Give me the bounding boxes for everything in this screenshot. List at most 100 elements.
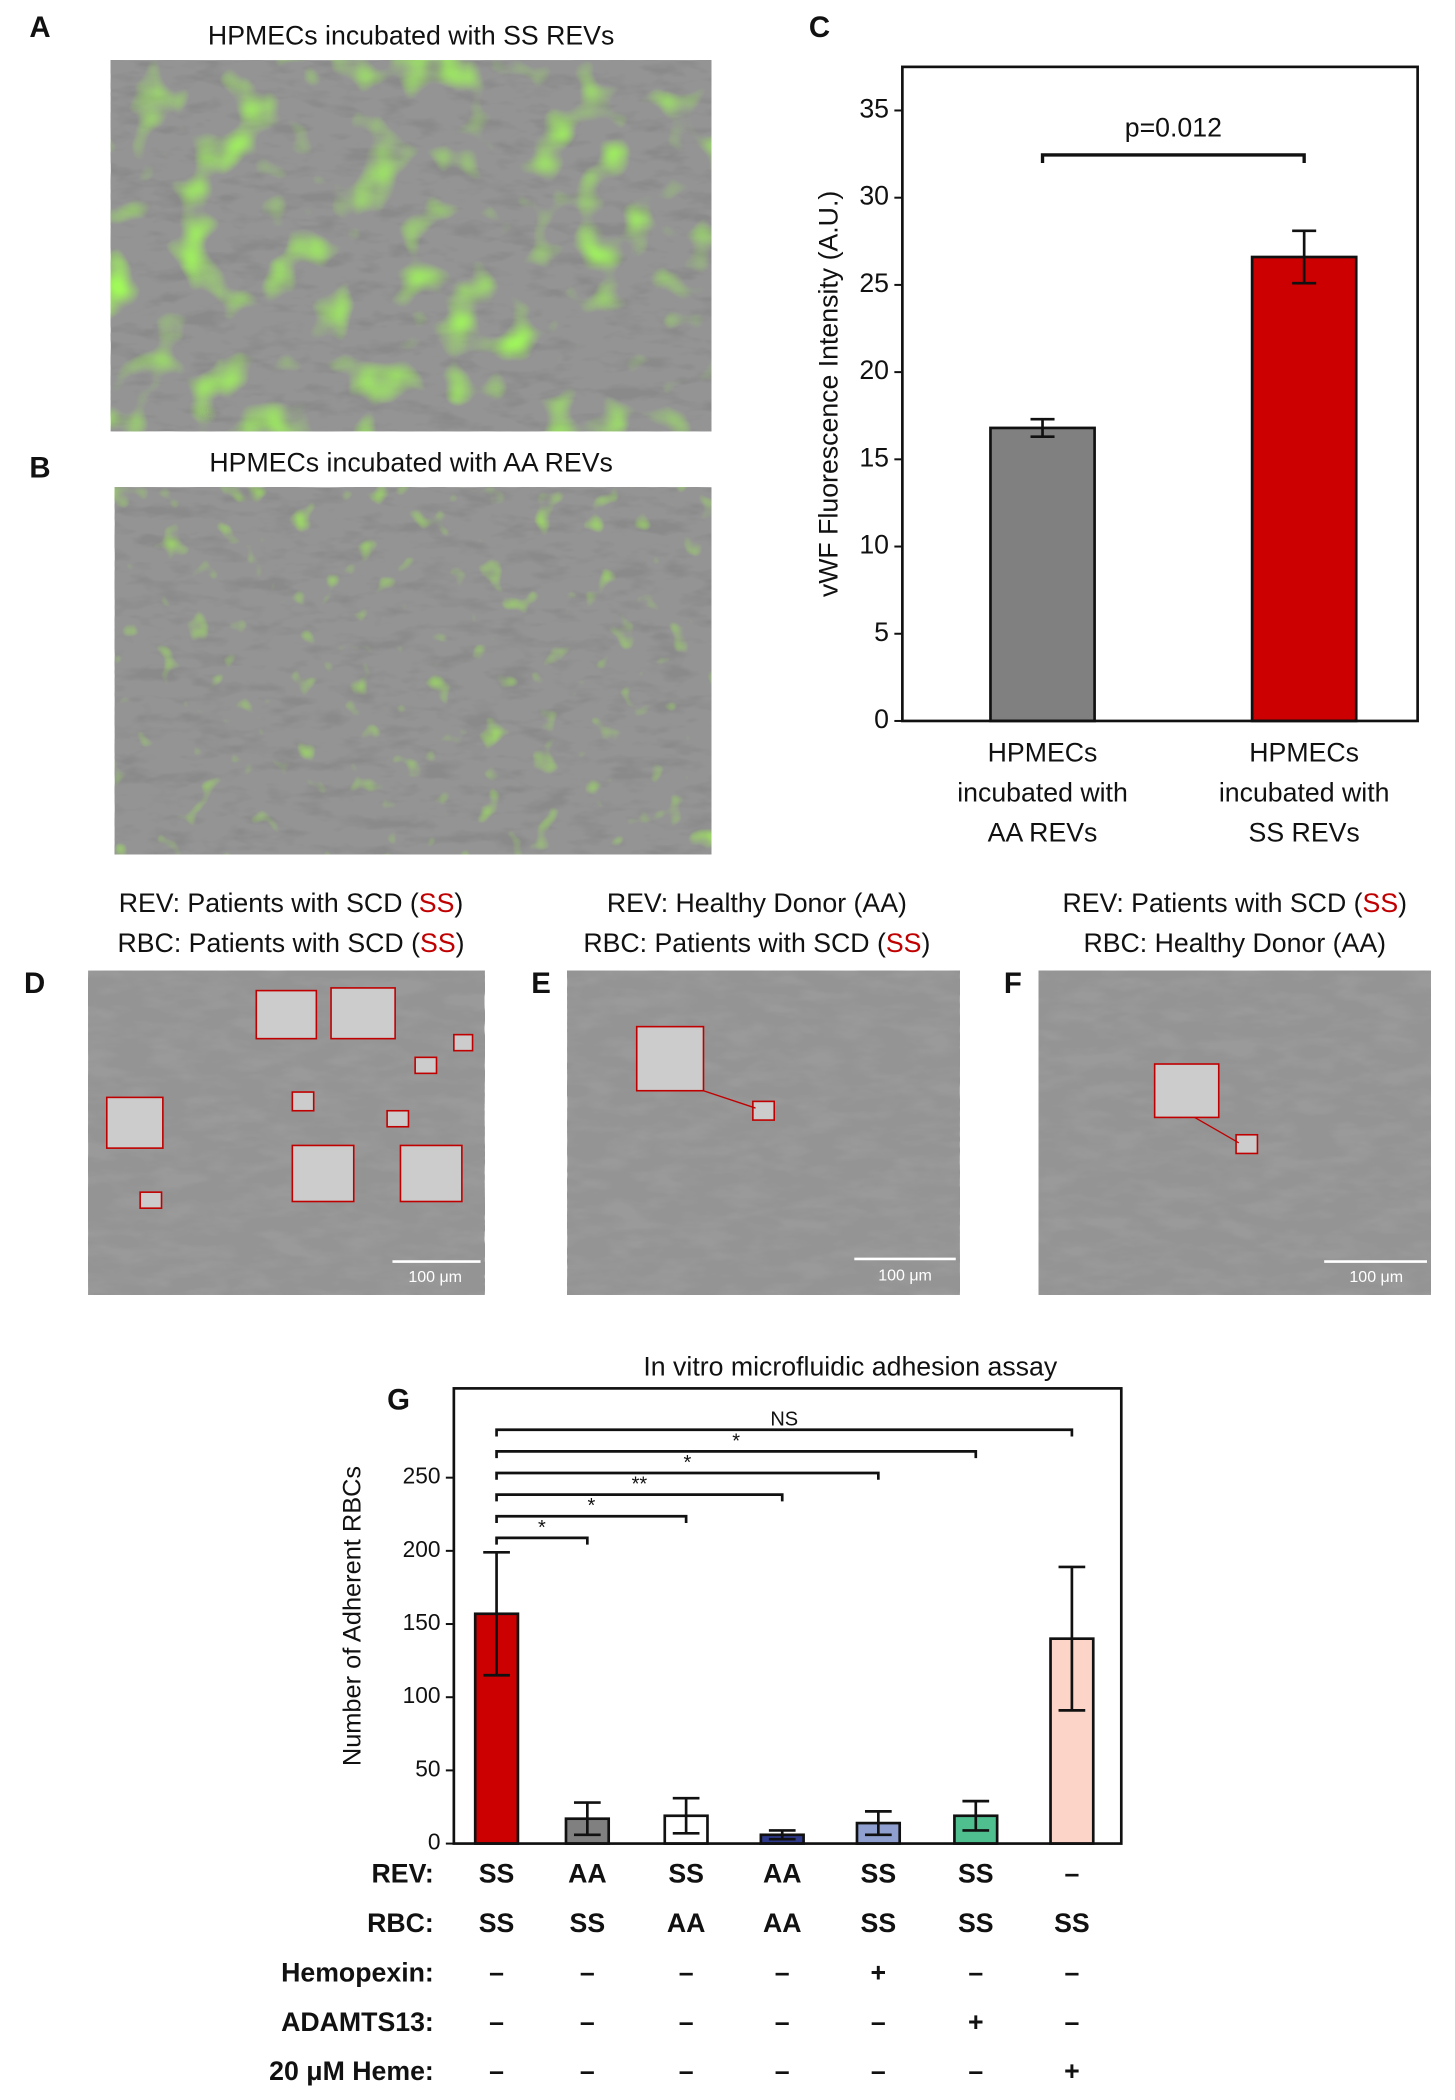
condition-cell: + — [871, 1957, 887, 1987]
error-bar — [768, 1829, 796, 1841]
condition-cell: – — [1064, 2007, 1079, 2037]
condition-cell: – — [679, 2056, 694, 2086]
significance-label: ** — [632, 1474, 648, 1496]
y-tick-label: 100 — [403, 1682, 441, 1708]
condition-cell: – — [775, 2056, 790, 2086]
condition-cell: – — [968, 2056, 983, 2086]
condition-cell: – — [1064, 1859, 1079, 1889]
significance-bracket — [1040, 153, 1306, 163]
error-bar — [1058, 1565, 1086, 1712]
condition-cell: – — [580, 2007, 595, 2037]
significance-bracket — [495, 1471, 880, 1480]
scale-bar-label: 100 μm — [878, 1267, 932, 1284]
condition-cell: – — [871, 2056, 886, 2086]
caption-part: ) — [1398, 888, 1407, 918]
x-tick-label-line: SS REVs — [1249, 817, 1360, 847]
micrograph-f — [1038, 970, 1431, 1295]
condition-cell: – — [679, 2007, 694, 2037]
y-tick-label: 30 — [859, 181, 889, 211]
caption: RBC: Healthy Donor (AA) — [1083, 928, 1386, 958]
condition-label: RBC: — [367, 1908, 434, 1938]
micrograph-d — [88, 970, 485, 1295]
condition-cell: AA — [763, 1859, 802, 1889]
caption-part: ) — [456, 928, 465, 958]
y-tick-label: 200 — [403, 1536, 441, 1562]
condition-cell: SS — [958, 1908, 994, 1938]
x-tick-label-line: HPMECs — [1249, 737, 1359, 767]
y-tick-label: 35 — [859, 94, 889, 124]
panel-label: B — [29, 452, 50, 485]
x-tick-label: HPMECs incubated with AA REVs — [957, 737, 1128, 847]
condition-cell: – — [580, 2056, 595, 2086]
condition-cell: – — [580, 1957, 595, 1987]
condition-label: REV: — [372, 1859, 434, 1889]
y-tick-label: 250 — [403, 1463, 441, 1489]
condition-cell: AA — [763, 1908, 802, 1938]
scale-bar-label: 100 μm — [1349, 1269, 1403, 1286]
panel-label: F — [1004, 967, 1022, 1000]
condition-cell: – — [775, 1957, 790, 1987]
condition-cell: SS — [570, 1908, 606, 1938]
condition-cell: – — [775, 2007, 790, 2037]
condition-cell: – — [968, 1957, 983, 1987]
y-axis-label: vWF Fluorescence Intensity (A.U.) — [813, 191, 843, 597]
condition-cell: AA — [667, 1908, 706, 1938]
micrograph-a — [110, 60, 712, 432]
panel-label: E — [531, 967, 551, 1000]
caption: RBC: Patients with SCD (SS) — [583, 928, 930, 958]
significance-bracket — [495, 1536, 589, 1545]
image-title: HPMECs incubated with AA REVs — [209, 448, 612, 478]
caption: REV: Patients with SCD (SS) — [1062, 888, 1407, 918]
bar — [1250, 255, 1358, 723]
image-title: HPMECs incubated with SS REVs — [208, 21, 614, 51]
significance-label: * — [587, 1495, 595, 1517]
micrograph-b — [114, 487, 712, 855]
caption-part: ) — [454, 888, 463, 918]
caption-part: SS — [419, 888, 455, 918]
error-bar — [864, 1810, 892, 1837]
condition-cell: SS — [668, 1859, 704, 1889]
caption-part: SS — [420, 928, 456, 958]
panel-label: A — [29, 11, 50, 44]
x-tick-label-line: incubated with — [957, 777, 1128, 807]
significance-bracket — [495, 1428, 1074, 1437]
y-tick-label: 0 — [874, 704, 889, 734]
condition-label: ADAMTS13: — [281, 2007, 434, 2037]
caption: RBC: Patients with SCD (SS) — [117, 928, 464, 958]
caption-part: RBC: Healthy Donor (AA) — [1083, 928, 1386, 958]
y-tick-label: 15 — [859, 442, 889, 472]
x-tick-label-line: incubated with — [1219, 777, 1390, 807]
significance-label: NS — [770, 1409, 798, 1431]
caption-part: SS — [886, 928, 922, 958]
caption-part: REV: Healthy Donor (AA) — [607, 888, 907, 918]
y-tick-label: 50 — [415, 1755, 440, 1781]
error-bar — [1030, 417, 1055, 438]
condition-cell: SS — [958, 1859, 994, 1889]
y-tick-label: 25 — [859, 268, 889, 298]
significance-bracket — [495, 1493, 784, 1502]
condition-label: Hemopexin: — [281, 1957, 434, 1987]
y-axis-label: Number of Adherent RBCs — [338, 1466, 366, 1766]
bar — [989, 426, 1096, 723]
micrograph-e — [567, 970, 960, 1295]
plot-frame — [901, 65, 1419, 723]
plot-frame — [452, 1387, 1123, 1845]
condition-label: 20 μM Heme: — [269, 2056, 434, 2086]
significance-label: * — [538, 1517, 546, 1539]
panel-label: G — [387, 1383, 410, 1416]
condition-cell: – — [1064, 1957, 1079, 1987]
condition-cell: – — [871, 2007, 886, 2037]
significance-label: * — [684, 1452, 692, 1474]
error-bar — [672, 1796, 700, 1835]
caption: REV: Healthy Donor (AA) — [607, 888, 907, 918]
y-tick-label: 150 — [403, 1609, 441, 1635]
condition-cell: AA — [568, 1859, 607, 1889]
x-tick-label-line: AA REVs — [988, 817, 1098, 847]
caption-part: REV: Patients with SCD ( — [119, 888, 419, 918]
error-bar — [573, 1801, 601, 1837]
caption-part: REV: Patients with SCD ( — [1062, 888, 1362, 918]
y-tick-label: 5 — [874, 617, 889, 647]
error-bar — [1292, 229, 1317, 285]
condition-cell: + — [1064, 2056, 1080, 2086]
scale-bar-label: 100 μm — [408, 1269, 462, 1286]
